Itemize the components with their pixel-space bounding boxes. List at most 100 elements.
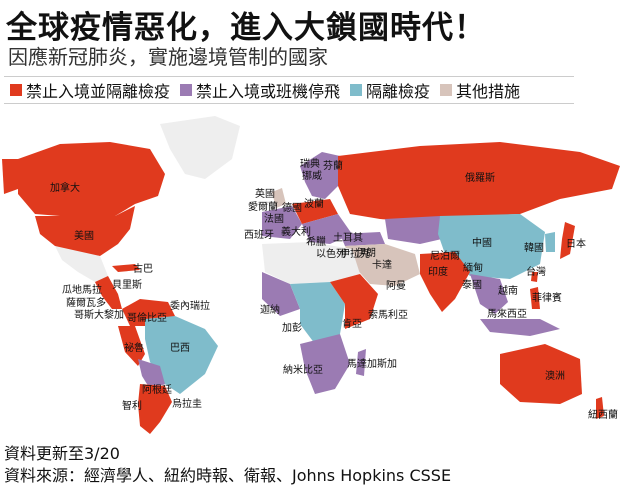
label-peru: 祕魯 — [124, 343, 144, 354]
label-india: 印度 — [428, 267, 448, 278]
footer-updated: 資料更新至3/20 — [4, 444, 120, 463]
label-elsalvador: 薩爾瓦多 — [66, 298, 106, 309]
label-brazil: 巴西 — [170, 343, 190, 354]
label-uruguay: 烏拉圭 — [172, 399, 202, 410]
label-iran: 伊朗 — [356, 248, 376, 259]
label-somalia: 索馬利亞 — [368, 310, 408, 321]
page-subtitle: 因應新冠肺炎，實施邊境管制的國家 — [8, 45, 328, 69]
label-ireland: 愛爾蘭 — [248, 202, 278, 213]
peru-shape — [118, 326, 145, 366]
indonesia-shape — [480, 319, 560, 336]
canada-shape — [18, 142, 165, 216]
map-legend: 禁止入境並隔離檢疫 禁止入境或班機停飛 隔離檢疫 其他措施 — [4, 76, 574, 104]
central-africa-shape — [290, 282, 345, 344]
italy-balkans-shape — [302, 214, 352, 244]
central-asia-shape — [385, 216, 455, 244]
legend-label: 隔離檢疫 — [366, 82, 431, 101]
label-newzealand: 紐西蘭 — [588, 410, 618, 421]
label-uk: 英國 — [255, 189, 275, 200]
legend-swatch — [180, 84, 193, 96]
argentina-chile-shape — [138, 384, 172, 434]
label-china: 中國 — [472, 238, 492, 249]
footer-source: 資料來源：經濟學人、紐約時報、衛報、Johns Hopkins CSSE — [4, 466, 452, 485]
label-greece: 希臘 — [306, 237, 326, 248]
label-qatar: 卡達 — [372, 260, 392, 271]
label-malaysia: 馬來西亞 — [487, 309, 527, 320]
china-shape — [438, 214, 545, 279]
label-belize: 貝里斯 — [112, 280, 142, 291]
label-guatemala: 瓜地馬拉 — [62, 285, 102, 296]
russia-shape — [338, 142, 620, 222]
label-japan: 日本 — [566, 239, 586, 250]
madagascar-shape — [356, 349, 366, 376]
se-asia-shape — [470, 274, 508, 314]
label-oman: 阿曼 — [386, 281, 406, 292]
india-shape — [420, 252, 470, 312]
legend-item-ban-or-flight: 禁止入境或班機停飛 — [180, 78, 340, 102]
korea-shape — [545, 232, 555, 252]
france-spain-shape — [262, 206, 302, 239]
label-sweden: 瑞典 — [300, 159, 320, 170]
legend-swatch — [10, 84, 22, 96]
brazil-shape — [145, 316, 218, 394]
world-map-svg — [2, 116, 620, 434]
west-africa-shape — [262, 272, 300, 316]
middle-east-shape — [345, 244, 420, 286]
label-australia: 澳洲 — [545, 371, 565, 382]
greenland-shape — [160, 116, 240, 179]
philippines-shape — [530, 287, 540, 309]
turkey-shape — [340, 232, 385, 246]
label-nepal: 尼泊爾 — [430, 251, 460, 262]
label-spain: 西班牙 — [244, 230, 274, 241]
east-africa-shape — [330, 274, 378, 329]
north-africa-shape — [262, 242, 360, 284]
label-argentina: 阿根廷 — [142, 385, 172, 396]
label-canada: 加拿大 — [50, 183, 80, 194]
label-kenya: 肯亞 — [342, 319, 362, 330]
page-title: 全球疫情惡化，進入大鎖國時代！ — [6, 10, 486, 46]
alaska-shape — [2, 159, 18, 194]
label-thailand: 泰國 — [462, 280, 482, 291]
label-venezuela: 委內瑞拉 — [170, 301, 210, 312]
legend-item-other: 其他措施 — [440, 78, 520, 102]
label-italy: 義大利 — [281, 227, 311, 238]
label-korea: 韓國 — [524, 243, 544, 254]
cuba-shape — [112, 264, 140, 272]
legend-swatch — [440, 84, 453, 96]
legend-label: 其他措施 — [456, 82, 521, 101]
scandinavia-shape — [300, 152, 340, 199]
legend-item-quarantine: 隔離檢疫 — [350, 78, 430, 102]
label-iraq: 伊拉克 — [340, 249, 370, 260]
label-gabon: 加彭 — [282, 323, 302, 334]
newzealand-shape — [596, 397, 604, 419]
legend-item-ban-quarantine: 禁止入境並隔離檢疫 — [10, 78, 170, 102]
label-madagascar: 馬達加斯加 — [347, 359, 397, 370]
label-ghana: 迦納 — [260, 305, 280, 316]
world-map: 加拿大 美國 古巴 瓜地馬拉 貝里斯 薩爾瓦多 哥斯大黎加 委內瑞拉 哥倫比亞 … — [0, 104, 624, 434]
label-myanmar: 緬甸 — [463, 263, 483, 274]
label-turkey: 土耳其 — [333, 233, 363, 244]
label-philippines: 菲律賓 — [532, 293, 562, 304]
label-russia: 俄羅斯 — [465, 173, 495, 184]
label-norway: 挪威 — [302, 171, 322, 182]
label-vietnam: 越南 — [498, 286, 518, 297]
label-chile: 智利 — [122, 401, 142, 412]
label-usa: 美國 — [74, 231, 94, 242]
label-taiwan: 台灣 — [526, 267, 546, 278]
usa-shape — [35, 206, 135, 256]
bolivia-paraguay-shape — [138, 359, 165, 389]
label-colombia: 哥倫比亞 — [127, 313, 167, 324]
uk-shape — [272, 188, 286, 208]
australia-shape — [500, 344, 582, 404]
legend-swatch — [350, 84, 363, 96]
legend-label: 禁止入境或班機停飛 — [196, 82, 341, 101]
label-france: 法國 — [264, 214, 284, 225]
label-poland: 波蘭 — [304, 199, 324, 210]
mexico-shape — [55, 246, 108, 282]
central-america-shape — [95, 276, 122, 309]
southern-africa-shape — [300, 334, 350, 394]
legend-label: 禁止入境並隔離檢疫 — [26, 82, 171, 101]
label-germany: 德國 — [282, 203, 302, 214]
label-namibia: 納米比亞 — [283, 365, 323, 376]
label-finland: 芬蘭 — [323, 161, 343, 172]
